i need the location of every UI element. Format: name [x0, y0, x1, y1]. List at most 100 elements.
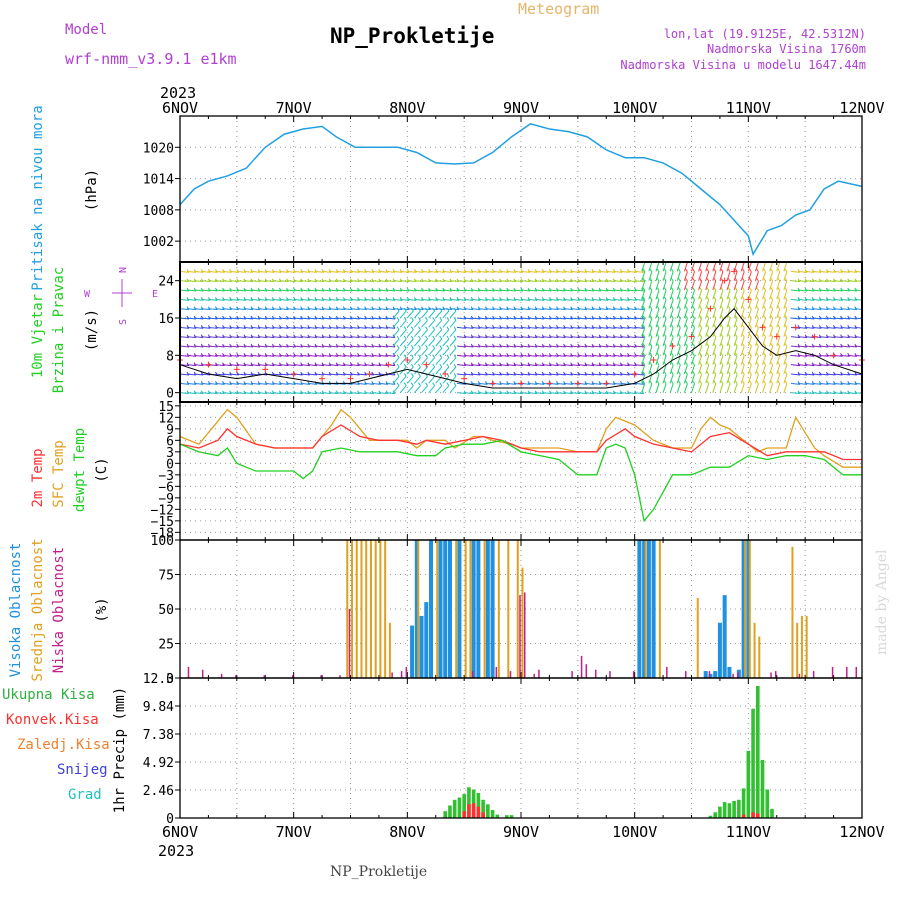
wind-barb	[187, 364, 197, 367]
wind-barb	[385, 280, 396, 283]
wind-barb	[584, 382, 594, 385]
wind-barb	[293, 270, 303, 273]
wind-barb	[754, 280, 759, 291]
wind-barb	[250, 345, 261, 348]
wind-barb	[194, 298, 204, 301]
low-cloud-bar	[519, 595, 521, 678]
wind-barb	[705, 346, 710, 356]
y-tick-label: 9	[166, 423, 174, 438]
wind-barb	[329, 270, 339, 273]
wind-barb	[478, 317, 488, 320]
wind-barb-flag	[756, 305, 759, 310]
wind-barb-flag	[425, 326, 428, 330]
low-cloud-bar	[405, 666, 408, 678]
wind-barb-flag	[713, 324, 717, 328]
high-cloud-bar	[414, 540, 419, 678]
wind-barb	[776, 355, 781, 365]
wind-barb	[542, 354, 552, 357]
wind-barb-flag	[756, 268, 759, 272]
wind-barb	[584, 373, 594, 376]
wind-barb-flag	[663, 268, 667, 272]
precip-total-bar	[495, 814, 500, 818]
wind-barb	[406, 385, 414, 393]
wind-barb	[698, 280, 703, 291]
wind-barb	[606, 392, 616, 395]
wind-barb	[712, 318, 717, 328]
wind-barb	[201, 280, 211, 283]
wind-barb	[272, 326, 282, 329]
wind-barb-flag	[403, 373, 407, 377]
wind-barb	[485, 354, 495, 357]
wind-barb	[798, 317, 808, 320]
wind-barb	[691, 262, 695, 272]
wind-barb	[286, 280, 296, 283]
wind-barb	[563, 354, 573, 357]
wind-barb	[208, 326, 218, 329]
wind-barb	[201, 354, 211, 357]
wind-barb	[819, 308, 829, 311]
wind-barb	[542, 280, 552, 283]
wind-barb	[364, 280, 374, 283]
low-cloud-bar	[798, 673, 801, 678]
wind-barb-flag	[727, 333, 731, 338]
wind-barb	[485, 364, 495, 367]
wind-barb	[535, 317, 545, 320]
wind-barb-flag	[670, 305, 674, 310]
wind-barb	[826, 298, 836, 301]
wind-barb	[457, 392, 467, 395]
wind-barb	[613, 308, 623, 311]
wind-barb	[840, 298, 850, 301]
wind-barb	[307, 392, 317, 395]
wind-barb	[215, 373, 225, 376]
wind-barb	[769, 318, 774, 328]
wind-barb	[279, 382, 289, 385]
high-cloud-bar	[443, 540, 448, 678]
gust-marker	[461, 375, 468, 382]
wind-barb	[712, 299, 717, 309]
wind-barb	[314, 364, 325, 367]
wind-barb	[861, 299, 862, 300]
wind-barb	[620, 364, 630, 367]
wind-barb-flag	[748, 343, 752, 347]
wind-barb	[840, 317, 850, 320]
wind-barb	[747, 308, 752, 319]
wind-barb	[733, 364, 738, 375]
wind-barb	[762, 308, 767, 319]
wind-barb	[556, 308, 566, 311]
low-cloud-bar	[846, 666, 848, 678]
wind-barb	[329, 373, 339, 376]
wind-barb-flag	[720, 324, 724, 328]
wind-barb	[180, 336, 190, 339]
wind-barb	[442, 338, 450, 347]
wind-barb	[265, 345, 275, 348]
wind-barb-flag	[677, 324, 681, 328]
gust-marker	[574, 380, 581, 387]
precip-total-bar	[462, 794, 466, 818]
wind-barb	[506, 317, 516, 320]
low-cloud-bar	[471, 671, 474, 678]
wind-barb	[683, 271, 688, 281]
mid-cloud-bar	[805, 615, 808, 678]
wind-barb	[719, 374, 724, 384]
wind-barb	[634, 280, 644, 283]
wind-barb-flag	[649, 361, 653, 366]
wind-barb	[293, 317, 303, 320]
wind-barb	[258, 308, 268, 311]
wind-barb	[712, 374, 717, 384]
wind-barb	[442, 348, 450, 356]
wind-barb-flag	[727, 305, 731, 310]
wind-barb	[705, 355, 710, 365]
wind-barb	[662, 327, 667, 337]
wind-barb	[733, 355, 738, 365]
wind-barb	[329, 364, 339, 367]
wind-barb	[683, 355, 688, 365]
wind-barb	[243, 270, 253, 273]
wind-barb	[712, 271, 717, 281]
wind-barb	[584, 364, 594, 367]
wind-barb	[769, 374, 774, 384]
wind-barb	[300, 298, 310, 301]
wind-barb	[187, 308, 197, 311]
wind-barb	[272, 280, 282, 283]
wind-barb	[478, 298, 488, 301]
wind-barb-flag	[869, 335, 871, 338]
